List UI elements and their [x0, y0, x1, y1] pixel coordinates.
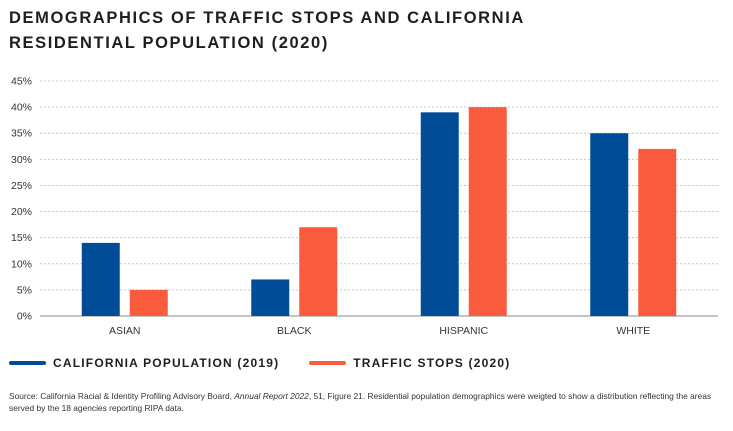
y-tick-label: 25% [11, 180, 32, 192]
bars [81, 107, 677, 316]
bar-hispanic-traffic [468, 107, 507, 316]
legend-swatch-california [9, 361, 46, 365]
y-tick-label: 0% [17, 311, 32, 323]
bar-black-traffic [299, 227, 338, 316]
bar-asian-california [81, 242, 120, 316]
legend-item-california: CALIFORNIA POPULATION (2019) [9, 356, 279, 370]
x-axis-ticks: ASIAN BLACK HISPANIC WHITE [109, 325, 650, 337]
source-report-title: Annual Report 2022 [234, 391, 309, 401]
y-tick-label: 40% [11, 102, 32, 114]
bar-white-california [590, 133, 629, 316]
x-tick-label: BLACK [277, 325, 311, 337]
bar-black-california [251, 279, 290, 316]
source-suffix: , 51, Figure 21. Residential population … [9, 391, 712, 413]
y-tick-label: 10% [11, 258, 32, 270]
legend: CALIFORNIA POPULATION (2019) TRAFFIC STO… [9, 356, 540, 370]
y-tick-label: 30% [11, 154, 32, 166]
bar-hispanic-california [420, 112, 459, 316]
x-tick-label: ASIAN [109, 325, 141, 337]
y-tick-label: 45% [11, 76, 32, 88]
legend-label-traffic: TRAFFIC STOPS (2020) [353, 356, 511, 370]
legend-label-california: CALIFORNIA POPULATION (2019) [53, 356, 280, 370]
y-tick-label: 20% [11, 206, 32, 218]
legend-swatch-traffic [309, 361, 347, 365]
legend-item-traffic: TRAFFIC STOPS (2020) [309, 356, 510, 370]
bar-white-traffic [638, 148, 677, 316]
y-tick-label: 15% [11, 232, 32, 244]
x-tick-label: HISPANIC [439, 325, 488, 337]
y-tick-label: 5% [17, 284, 32, 296]
bar-chart: 0% 5% 10% 15% 20% 25% 30% 35% 40% 45% ASIAN BLACK H… [11, 76, 718, 337]
x-tick-label: WHITE [616, 325, 650, 337]
chart-title: DEMOGRAPHICS OF TRAFFIC STOPS AND CALIFO… [9, 9, 525, 52]
source-note: Source: California Racial & Identity Pro… [9, 390, 724, 414]
y-axis-ticks: 0% 5% 10% 15% 20% 25% 30% 35% 40% 45% [11, 76, 32, 323]
y-tick-label: 35% [11, 128, 32, 140]
bar-asian-traffic [129, 289, 168, 316]
source-prefix: Source: California Racial & Identity Pro… [9, 391, 235, 401]
